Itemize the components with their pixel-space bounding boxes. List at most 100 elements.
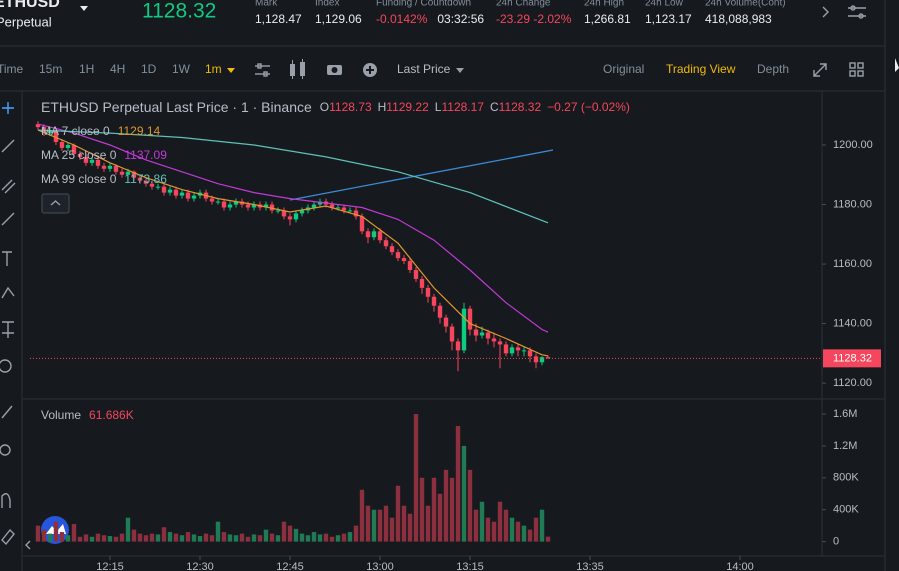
- candle-body: [365, 231, 371, 238]
- stat-label: Funding / Countdown: [376, 0, 471, 9]
- candle-body: [293, 213, 299, 220]
- stat-value-part: 418,088,983: [705, 12, 772, 26]
- fullscreen-icon[interactable]: [813, 63, 827, 77]
- volume-bar: [41, 529, 47, 542]
- volume-bar: [185, 532, 191, 542]
- candle-body: [251, 204, 257, 208]
- stat-label: 24h Volume(Cont): [705, 0, 786, 9]
- candle-body: [353, 210, 359, 217]
- candle-body: [329, 204, 335, 208]
- interval[interactable]: 1H: [79, 62, 94, 76]
- pattern-tool[interactable]: [1, 286, 15, 299]
- price-source[interactable]: Last Price: [397, 62, 451, 76]
- interval[interactable]: 1W: [172, 62, 191, 76]
- volume-bar: [215, 521, 221, 542]
- stat-value-part: 1,123.17: [645, 12, 692, 26]
- ruler-tool[interactable]: [1, 405, 13, 419]
- volume-tick-label: 0: [833, 536, 839, 548]
- magnet-tool[interactable]: [1, 493, 11, 508]
- volume-bar: [389, 517, 395, 542]
- drawing-tools: [0, 102, 16, 546]
- candle-body: [47, 130, 53, 134]
- add-icon[interactable]: [363, 63, 377, 77]
- symbol[interactable]: ETHUSD: [0, 0, 60, 11]
- volume-bar: [59, 532, 65, 542]
- zoom-tool[interactable]: [0, 444, 11, 456]
- interval[interactable]: 1D: [141, 62, 157, 76]
- volume-bar: [317, 534, 323, 542]
- volume-bar: [239, 533, 245, 542]
- ma-value: 1173.86: [124, 172, 167, 186]
- collapse-arrow[interactable]: [25, 540, 31, 550]
- collapse-chevron[interactable]: [50, 200, 61, 206]
- volume-bar: [143, 535, 149, 542]
- candle-body: [545, 357, 551, 359]
- candle-body: [209, 198, 215, 202]
- price-source-dropdown[interactable]: [456, 68, 464, 73]
- volume-bar: [197, 536, 203, 542]
- volume-bar: [359, 489, 365, 542]
- view-tab[interactable]: Original: [603, 62, 644, 76]
- volume-bar: [155, 534, 161, 542]
- measure-tool[interactable]: [2, 321, 14, 338]
- volume-bar: [329, 536, 335, 542]
- emoji-tool[interactable]: [0, 359, 12, 373]
- candle-body: [359, 216, 365, 232]
- candle-body: [101, 165, 107, 169]
- symbol-dropdown[interactable]: [80, 6, 88, 11]
- change: −0.27 (−0.02%): [547, 100, 630, 114]
- volume-bar: [65, 535, 71, 542]
- volume-bar: [461, 445, 467, 542]
- interval[interactable]: 4H: [110, 62, 125, 76]
- volume-bar: [479, 501, 485, 542]
- layout-icon[interactable]: [849, 62, 864, 77]
- view-tab[interactable]: Trading View: [666, 62, 736, 76]
- volume-bar: [335, 535, 341, 542]
- active-interval[interactable]: 1m: [205, 62, 222, 76]
- view-tab[interactable]: Depth: [757, 62, 789, 76]
- scroll-right[interactable]: [822, 6, 829, 18]
- ma-name: MA 25 close 0: [41, 148, 117, 162]
- ma-name: MA 99 close 0: [41, 172, 117, 186]
- interval[interactable]: 15m: [39, 62, 62, 76]
- screenshot-icon[interactable]: [327, 65, 342, 75]
- interval-dropdown[interactable]: [227, 68, 235, 73]
- volume-bar: [233, 535, 239, 542]
- channel-tool[interactable]: [1, 179, 16, 194]
- candle-body: [263, 204, 269, 208]
- interval[interactable]: Time: [0, 62, 24, 76]
- candle-body: [533, 356, 539, 363]
- x-tick-label: 12:15: [96, 561, 124, 571]
- indicator-icon[interactable]: [255, 63, 270, 77]
- candle-body: [395, 252, 401, 259]
- trend-line[interactable]: [289, 149, 554, 201]
- line-tool[interactable]: [1, 139, 15, 153]
- candle-body: [53, 130, 59, 143]
- stat-label: 24h Change: [496, 0, 551, 9]
- ohlc-letter: L: [435, 100, 442, 114]
- chart-type-icon[interactable]: [290, 59, 305, 79]
- crosshair-tool[interactable]: [2, 102, 14, 114]
- volume-bar: [443, 469, 449, 542]
- candle-body: [137, 177, 143, 181]
- volume-bar: [293, 528, 299, 542]
- candle-body: [419, 278, 425, 288]
- x-tick-label: 12:45: [276, 561, 304, 571]
- volume-bar: [221, 532, 227, 542]
- fib-tool[interactable]: [1, 212, 15, 226]
- volume-bar: [137, 533, 143, 542]
- candle-body: [143, 180, 149, 184]
- lock-tool[interactable]: [1, 528, 15, 546]
- candle-body: [191, 195, 197, 199]
- candle-body: [221, 201, 227, 208]
- candle-body: [413, 270, 419, 279]
- settings-icon[interactable]: [848, 5, 866, 19]
- volume-bar: [503, 509, 509, 542]
- candle-body: [281, 210, 287, 217]
- stat-value: -23.29 -2.02%: [496, 12, 572, 26]
- collapse-legend[interactable]: [41, 193, 70, 214]
- volume-tick-label: 1.6M: [833, 408, 857, 420]
- text-tool[interactable]: [2, 251, 12, 266]
